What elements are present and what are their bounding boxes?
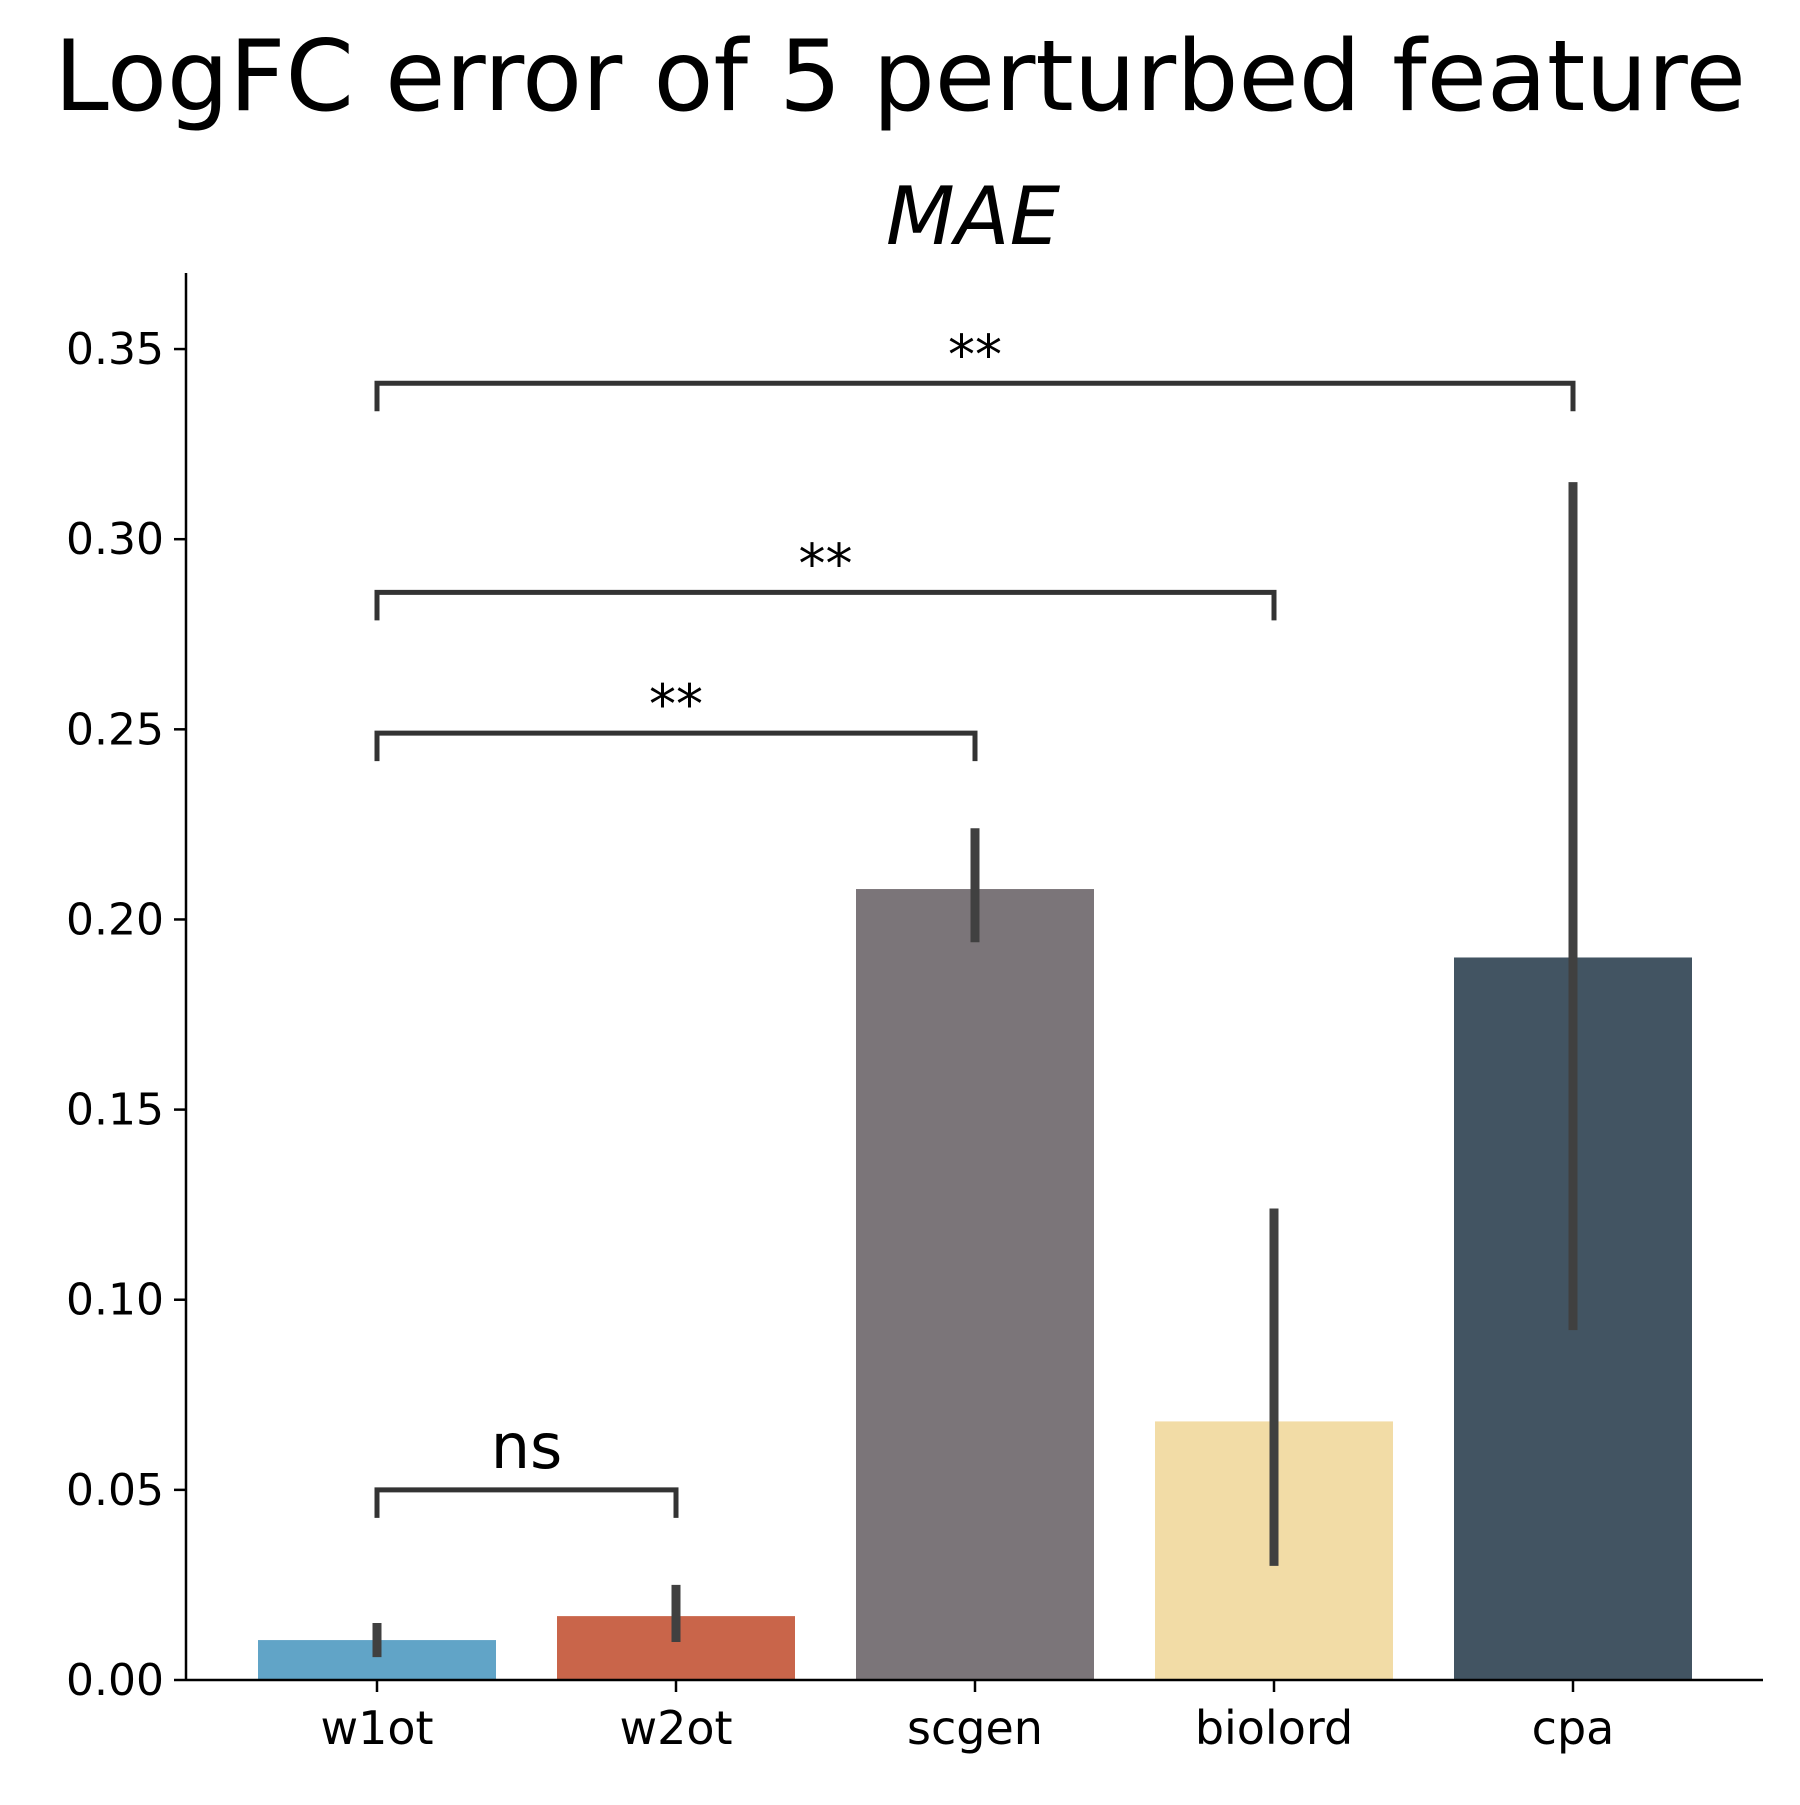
x-tick-label-scgen: scgen: [907, 1701, 1043, 1755]
chart-subtitle: MAE: [886, 170, 1061, 263]
significance-label: ns: [491, 1410, 563, 1483]
y-tick-label: 0.25: [66, 704, 164, 755]
x-tick-label-biolord: biolord: [1195, 1701, 1353, 1755]
x-tick-label-w2ot: w2ot: [619, 1701, 732, 1755]
significance-bracket: [374, 1487, 679, 1518]
bars-layer: [258, 889, 1692, 1680]
significance-label: **: [649, 673, 703, 736]
y-tick-label: 0.30: [66, 514, 164, 565]
y-tick-label: 0.20: [66, 894, 164, 945]
chart-title: LogFC error of 5 perturbed feature: [54, 20, 1746, 134]
y-tick-label: 0.05: [66, 1465, 164, 1516]
y-tick-label: 0.00: [66, 1655, 164, 1706]
x-tick-label-cpa: cpa: [1532, 1701, 1615, 1755]
significance-label: **: [948, 323, 1002, 386]
x-tick-label-w1ot: w1ot: [320, 1701, 433, 1755]
significance-layer: ns ** ** **: [374, 323, 1576, 1518]
y-tick-label: 0.10: [66, 1275, 164, 1326]
y-tick-label: 0.35: [66, 324, 164, 375]
y-tick-label: 0.15: [66, 1085, 164, 1136]
axes-layer: 0.00 0.05 0.10 0.15 0.20 0.25 0.30 0.35 w1ot w2ot…: [66, 273, 1763, 1755]
significance-bracket: [374, 589, 1277, 621]
bar-scgen: [856, 889, 1094, 1680]
significance-label: **: [799, 532, 853, 595]
significance-bracket: [374, 730, 978, 762]
significance-bracket: [374, 380, 1576, 412]
error-bars-layer: [372, 482, 1578, 1658]
